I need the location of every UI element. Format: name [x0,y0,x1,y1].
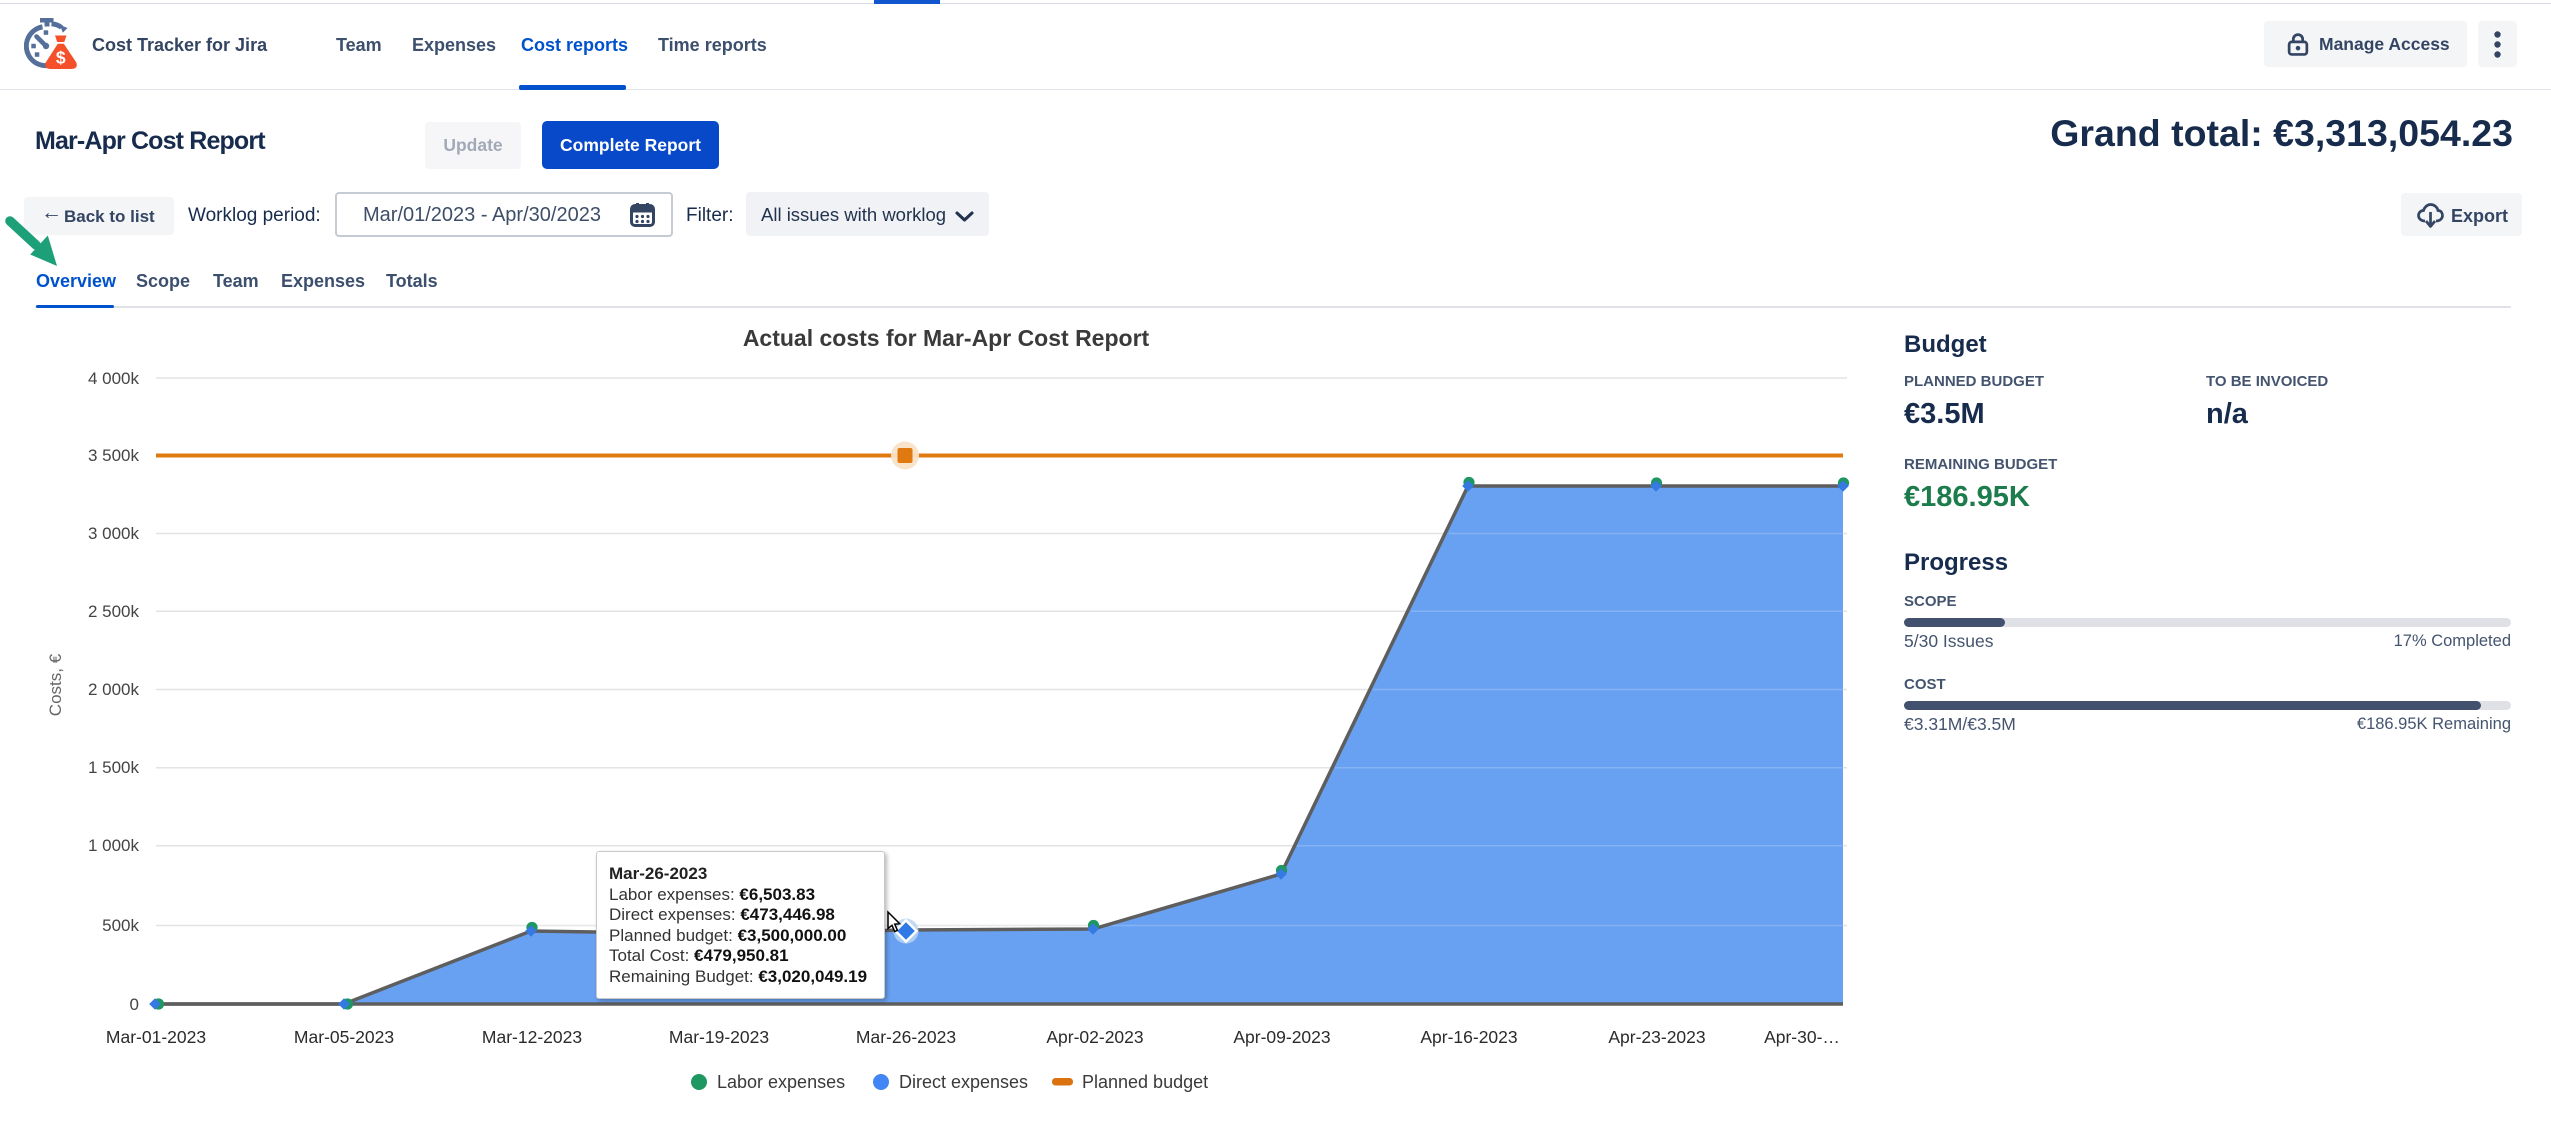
svg-text:Apr-30-…: Apr-30-… [1764,1027,1840,1047]
svg-text:3 500k: 3 500k [88,446,140,465]
svg-text:0: 0 [130,995,139,1014]
svg-text:Mar-19-2023: Mar-19-2023 [669,1027,769,1047]
svg-text:Apr-23-2023: Apr-23-2023 [1608,1027,1705,1047]
svg-text:Direct expenses: Direct expenses [899,1072,1028,1092]
svg-text:Apr-02-2023: Apr-02-2023 [1046,1027,1143,1047]
svg-text:Actual costs for Mar-Apr Cost: Actual costs for Mar-Apr Cost Report [743,325,1150,351]
svg-text:Planned budget: Planned budget [1082,1072,1208,1092]
svg-text:1 500k: 1 500k [88,758,140,777]
svg-text:1 000k: 1 000k [88,836,140,855]
svg-text:Apr-09-2023: Apr-09-2023 [1233,1027,1330,1047]
svg-text:Costs, €: Costs, € [46,653,65,716]
svg-text:$: $ [56,48,66,68]
svg-text:Mar-26-2023: Mar-26-2023 [856,1027,956,1047]
svg-text:3 000k: 3 000k [88,524,140,543]
svg-text:Mar-01-2023: Mar-01-2023 [106,1027,206,1047]
svg-text:Labor expenses: Labor expenses [717,1072,845,1092]
svg-text:500k: 500k [102,916,139,935]
svg-text:2 000k: 2 000k [88,680,140,699]
svg-text:Mar-05-2023: Mar-05-2023 [294,1027,394,1047]
svg-text:Mar-12-2023: Mar-12-2023 [482,1027,582,1047]
svg-text:Apr-16-2023: Apr-16-2023 [1420,1027,1517,1047]
svg-text:2 500k: 2 500k [88,602,140,621]
svg-text:4 000k: 4 000k [88,369,140,388]
